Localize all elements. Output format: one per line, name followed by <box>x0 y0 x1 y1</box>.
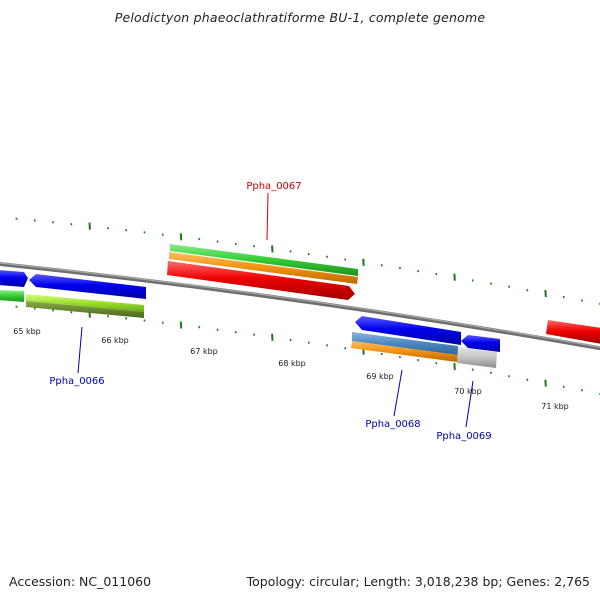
tick-ring-outer <box>15 217 600 306</box>
gene-ppha-0066[interactable] <box>26 294 144 312</box>
kbp-label: 69 kbp <box>366 372 394 381</box>
pseudo-ppha-0069[interactable] <box>457 347 497 368</box>
cds-reverse-left-edge[interactable] <box>0 270 28 287</box>
kbp-label: 68 kbp <box>278 359 306 368</box>
gene-label-ppha-0066[interactable]: Ppha_0066 <box>49 376 104 387</box>
cds-ppha-0068[interactable] <box>355 316 461 345</box>
leader-line-ppha-0069 <box>465 380 474 428</box>
kbp-label: 66 kbp <box>101 336 129 345</box>
leader-line-ppha-0068 <box>393 369 403 417</box>
kbp-label: 67 kbp <box>190 347 218 356</box>
gene-label-ppha-0068[interactable]: Ppha_0068 <box>365 419 420 430</box>
kbp-label: 71 kbp <box>541 402 569 411</box>
kbp-label: 65 kbp <box>13 327 41 336</box>
leader-line-ppha-0067 <box>266 192 269 241</box>
cds-ppha-0067[interactable] <box>167 261 355 300</box>
genome-backbone-highlight <box>0 262 600 348</box>
gene-ppha-0068[interactable] <box>352 332 458 355</box>
protein-ppha-0067[interactable] <box>169 252 358 284</box>
kbp-label: 70 kbp <box>454 387 482 396</box>
gene-label-ppha-0069[interactable]: Ppha_0069 <box>436 431 491 442</box>
gene-left-edge[interactable] <box>0 290 24 302</box>
leader-line-ppha-0066 <box>77 326 83 374</box>
genome-backbone <box>0 262 600 351</box>
protein-ppha-0068[interactable] <box>351 341 458 362</box>
gene-ppha-0067[interactable] <box>170 244 358 276</box>
cds-ppha-0066[interactable] <box>29 274 146 299</box>
accession-text: Accession: NC_011060 <box>9 574 152 589</box>
genome-summary-text: Topology: circular; Length: 3,018,238 bp… <box>246 574 590 589</box>
protein-ppha-0066[interactable] <box>26 301 144 318</box>
cds-ppha-0069[interactable] <box>461 335 500 352</box>
cds-forward-right-edge[interactable] <box>546 320 600 344</box>
map-title: Pelodictyon phaeoclathratiforme BU-1, co… <box>114 10 486 25</box>
gene-label-ppha-0067[interactable]: Ppha_0067 <box>246 181 301 192</box>
